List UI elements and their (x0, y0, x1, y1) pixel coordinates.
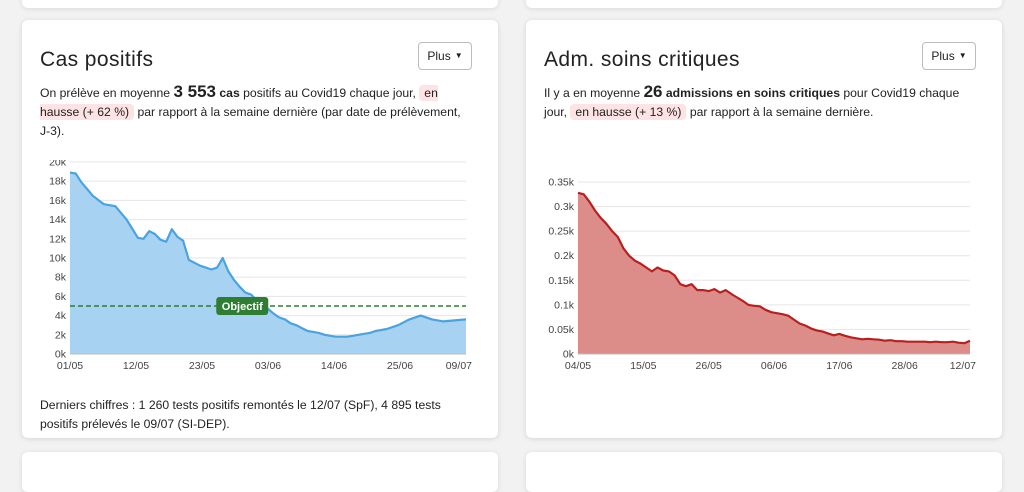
average-value: 3 553 (173, 82, 217, 101)
y-tick-label: 10k (49, 253, 67, 265)
x-tick-label: 12/07 (950, 360, 976, 372)
card-above-right (526, 0, 1002, 8)
y-tick-label: 20k (49, 160, 67, 169)
y-tick-label: 0.2k (554, 250, 575, 262)
y-tick-label: 16k (49, 195, 67, 207)
trend-badge: en hausse (+ 13 %) (570, 104, 687, 120)
more-button-label: Plus (931, 49, 955, 63)
x-tick-label: 01/05 (57, 360, 83, 372)
summary-middle: pour Covid19 chaque jour, (544, 86, 960, 119)
critical-care-chart: 0k 0.05k 0.1k 0.15k 0.2k 0.25k 0.3k 0.35k 04/05 1… (548, 177, 976, 373)
caret-down-icon: ▼ (958, 51, 967, 60)
x-tick-label: 17/06 (826, 360, 852, 372)
critical-care-card: Adm. soins critiques Plus ▼ Il y a en mo… (526, 20, 1002, 438)
y-tick-label: 4k (55, 310, 67, 322)
y-tick-label: 6k (55, 291, 67, 303)
y-tick-label: 0.25k (548, 226, 574, 238)
x-tick-label: 09/07 (446, 360, 472, 372)
y-tick-label: 0.3k (554, 201, 575, 213)
summary-suffix: par rapport à la semaine dernière. (689, 105, 874, 119)
card-title: Adm. soins critiques (544, 48, 740, 71)
series-area (70, 172, 466, 354)
objective-badge (216, 297, 269, 315)
card-below-right (526, 452, 1002, 492)
metric-label: cas (219, 86, 240, 100)
x-tick-label: 28/06 (892, 360, 918, 372)
positive-cases-chart: 0k 2k 4k 6k 8k 10k 12k 14k 16k 18k 20k 01/05 12/05 23… (49, 160, 472, 372)
y-tick-label: 0k (563, 349, 575, 361)
y-tick-label: 0.1k (554, 299, 575, 311)
x-tick-label: 23/05 (189, 360, 215, 372)
series-area (578, 192, 970, 354)
y-tick-label: 12k (49, 233, 67, 245)
positive-cases-card: Cas positifs Plus ▼ On prélève en moyenn… (22, 20, 498, 438)
summary-prefix: On prélève en moyenne (40, 86, 174, 100)
summary-middle: positifs au Covid19 chaque jour, (239, 86, 420, 100)
summary-prefix: Il y a en moyenne (544, 86, 644, 100)
more-button[interactable]: Plus ▼ (418, 42, 472, 70)
x-tick-label: 26/05 (696, 360, 722, 372)
y-tick-label: 14k (49, 214, 67, 226)
latest-figures-note: Derniers chiffres : 1 260 tests positifs… (40, 398, 441, 431)
more-button[interactable]: Plus ▼ (922, 42, 976, 70)
y-tick-label: 0.05k (548, 324, 574, 336)
y-tick-label: 2k (55, 329, 67, 341)
y-tick-label: 18k (49, 176, 67, 188)
y-tick-label: 0k (55, 349, 67, 361)
x-tick-label: 03/06 (255, 360, 281, 372)
y-tick-label: 0.35k (548, 177, 574, 189)
x-tick-label: 04/05 (565, 360, 591, 372)
y-tick-label: 8k (55, 272, 67, 284)
more-button-label: Plus (427, 49, 451, 63)
card-below-left (22, 452, 498, 492)
caret-down-icon: ▼ (454, 51, 463, 60)
y-tick-label: 0.15k (548, 275, 574, 287)
x-tick-label: 12/05 (123, 360, 149, 372)
series-line (577, 191, 971, 345)
objective-label: Objectif (222, 301, 263, 313)
card-title: Cas positifs (40, 48, 154, 71)
summary-suffix: par rapport à la semaine dernière (par d… (40, 105, 461, 138)
x-tick-label: 25/06 (387, 360, 413, 372)
average-value: 26 (643, 82, 663, 101)
x-tick-label: 15/05 (630, 360, 656, 372)
summary-text: On prélève en moyenne 3 553 cas positifs… (40, 82, 474, 141)
x-tick-label: 06/06 (761, 360, 787, 372)
summary-text: Il y a en moyenne 26 admissions en soins… (544, 82, 978, 122)
x-tick-label: 14/06 (321, 360, 347, 372)
metric-label: admissions en soins critiques (665, 86, 840, 100)
card-above-left (22, 0, 498, 8)
